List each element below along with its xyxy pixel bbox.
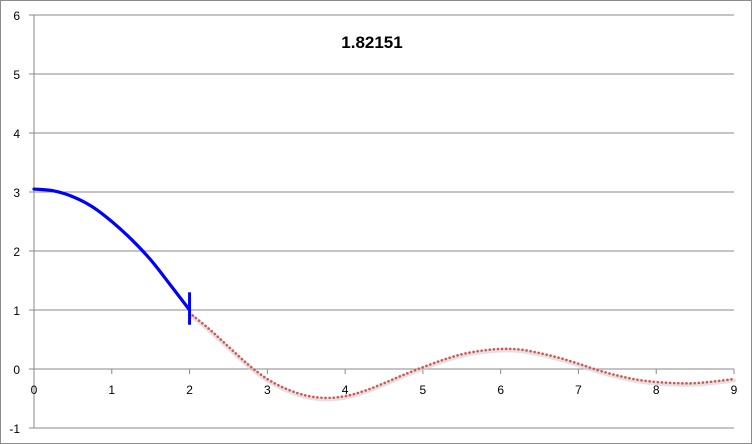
y-tick-label: 4 xyxy=(13,127,20,141)
x-tick-label: 5 xyxy=(420,383,427,397)
y-tick-label: 3 xyxy=(13,186,20,200)
y-tick-label: 6 xyxy=(13,9,20,23)
series-line-dotted xyxy=(188,311,736,400)
y-tick-label: 1 xyxy=(13,304,20,318)
y-tick-label: -1 xyxy=(9,422,20,436)
series-line-solid xyxy=(32,187,192,312)
chart-title: 1.82151 xyxy=(341,33,402,52)
y-tick-label: 5 xyxy=(13,68,20,82)
x-tick-label: 1 xyxy=(108,383,115,397)
x-tick-label: 4 xyxy=(342,383,349,397)
x-tick-label: 7 xyxy=(575,383,582,397)
y-tick-label: 0 xyxy=(13,363,20,377)
y-tick-label: 2 xyxy=(13,245,20,259)
x-tick-label: 0 xyxy=(31,383,38,397)
x-tick-label: 3 xyxy=(264,383,271,397)
series-shadow xyxy=(187,312,736,402)
x-tick-label: 9 xyxy=(731,383,738,397)
x-tick-label: 8 xyxy=(653,383,660,397)
x-tick-label: 6 xyxy=(497,383,504,397)
x-tick-label: 2 xyxy=(186,383,193,397)
